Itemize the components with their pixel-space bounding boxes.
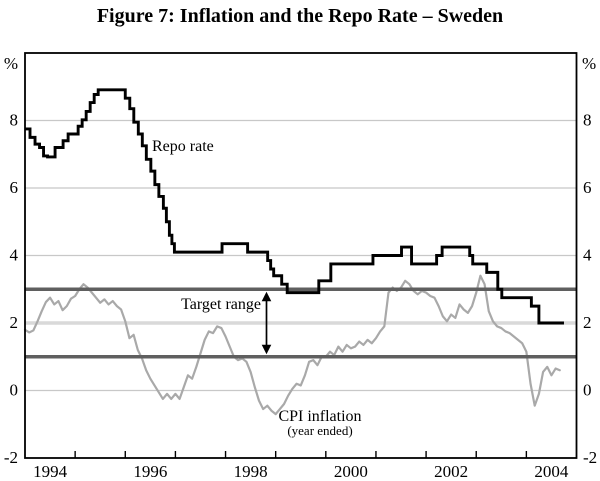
y-axis-label-right: 6 [583, 178, 592, 197]
x-axis-label-1994: 1994 [33, 462, 68, 481]
y-axis-label-right: 8 [583, 111, 592, 130]
cpi-inflation-label: CPI inflation [278, 408, 361, 425]
y-axis-label-left: 4 [10, 246, 19, 265]
target-range-arrowhead-up [261, 291, 272, 302]
figure-title: Figure 7: Inflation and the Repo Rate – … [96, 5, 504, 27]
x-axis-label-2000: 2000 [334, 462, 368, 481]
y-axis-label-right: 4 [583, 246, 592, 265]
cpi-inflation-line [23, 274, 561, 416]
plot-frame [24, 52, 578, 459]
y-axis-label-left: 8 [10, 111, 19, 130]
target-range-arrowhead-down [261, 344, 272, 355]
repo-rate-label: Repo rate [152, 138, 214, 155]
x-axis-label-2002: 2002 [434, 462, 468, 481]
x-axis-label-1998: 1998 [234, 462, 268, 481]
y-axis-label-left: -2 [4, 448, 18, 467]
percent-label-right: % [582, 54, 596, 73]
x-axis-label-1996: 1996 [133, 462, 167, 481]
y-axis-label-right: -2 [583, 448, 597, 467]
target-range-label: Target range [181, 296, 261, 313]
cpi-year-ended-label: (year ended) [287, 423, 352, 438]
x-axis-label-2004: 2004 [534, 462, 569, 481]
y-axis-label-left: 6 [10, 178, 19, 197]
repo-rate-line [25, 88, 564, 325]
y-axis-label-right: 2 [583, 313, 592, 332]
percent-label-left: % [4, 54, 18, 73]
y-axis-label-right: 0 [583, 381, 592, 400]
y-axis-label-left: 2 [10, 313, 19, 332]
y-axis-label-left: 0 [10, 381, 19, 400]
